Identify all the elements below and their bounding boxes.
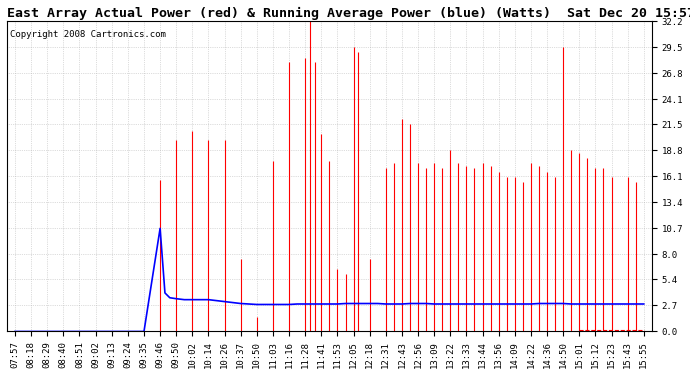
Text: East Array Actual Power (red) & Running Average Power (blue) (Watts)  Sat Dec 20: East Array Actual Power (red) & Running … [7,7,690,20]
Text: Copyright 2008 Cartronics.com: Copyright 2008 Cartronics.com [10,30,166,39]
